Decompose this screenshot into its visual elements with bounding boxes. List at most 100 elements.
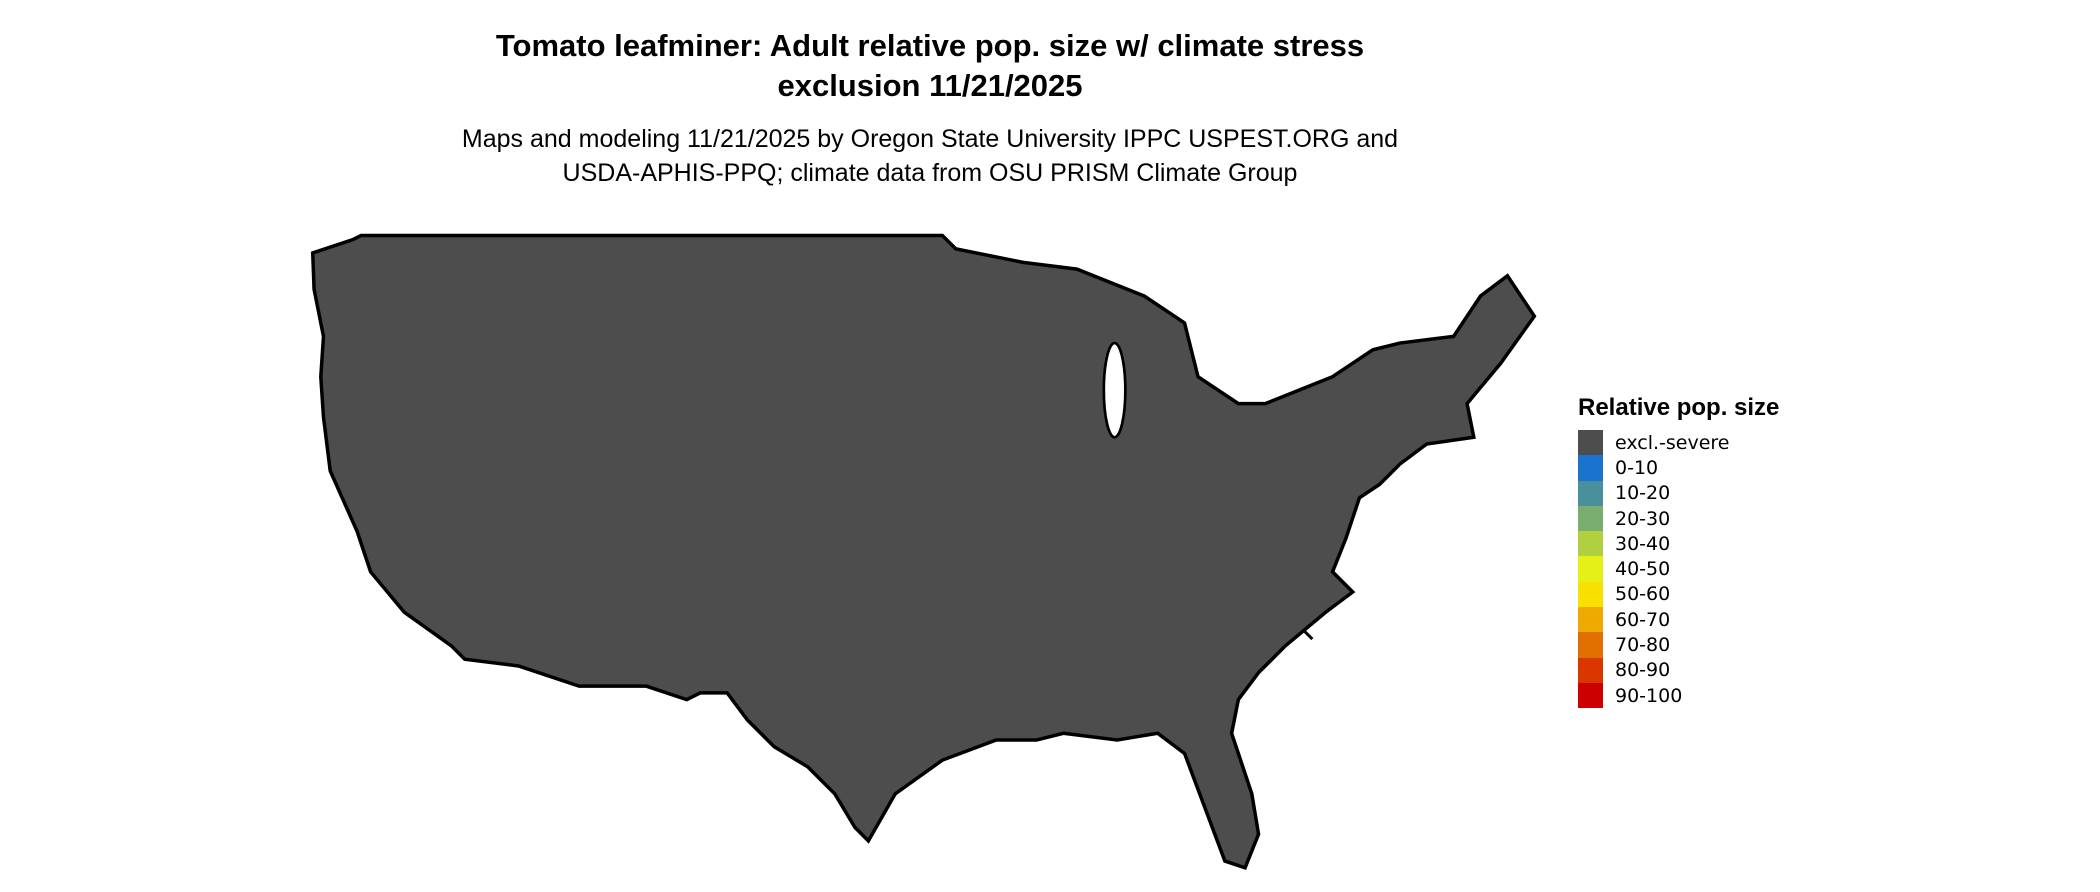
hotspot-speckle (1186, 810, 1192, 817)
hotspot-speckle (337, 657, 343, 663)
hotspot-speckle (341, 592, 348, 598)
hotspot-speckle (337, 576, 342, 582)
hotspot-speckle (357, 570, 363, 574)
hotspot-speckle (342, 600, 351, 605)
legend-label: 60-70 (1615, 608, 1671, 631)
legend-item: excl.-severe (1578, 430, 1779, 456)
hotspot-speckle (1188, 823, 1197, 827)
hotspot-speckle (403, 641, 414, 646)
legend-swatch (1578, 682, 1603, 709)
hotspot-speckle (369, 634, 377, 639)
hotspot-speckle (1343, 575, 1348, 581)
legend-swatch (1578, 632, 1603, 658)
hotspot-speckle (412, 631, 424, 635)
hotspot-speckle (361, 560, 366, 566)
hotspot-speckle (1188, 788, 1193, 794)
hotspot-speckle (350, 531, 356, 535)
hotspot-speckle (1191, 817, 1195, 820)
legend-label: excl.-severe (1615, 431, 1730, 454)
hotspot-speckle (371, 589, 380, 593)
legend-swatch (1578, 556, 1603, 582)
hotspot-speckle (1336, 617, 1342, 622)
hotspot-speckle (405, 620, 411, 627)
hotspot-speckle (1189, 797, 1198, 802)
hotspot-speckle (1291, 654, 1298, 661)
legend-item: 20-30 (1578, 505, 1779, 532)
hotspot-speckle (355, 585, 363, 589)
legend-item: 30-40 (1578, 531, 1779, 557)
legend-label: 70-80 (1615, 634, 1671, 657)
hotspot-speckle (1189, 832, 1196, 839)
hotspot-speckle (1308, 676, 1317, 682)
hotspot-speckle (371, 630, 381, 636)
hotspot-speckle (339, 545, 347, 548)
hotspot-speckle (394, 649, 402, 654)
hotspot-speckle (1254, 680, 1266, 684)
hotspot-speckle (1301, 690, 1305, 695)
hotspot-speckle (1329, 620, 1339, 627)
legend-label: 90-100 (1615, 684, 1683, 707)
hotspot-speckle (392, 637, 397, 641)
hotspot-speckle (336, 642, 342, 646)
hotspot-speckle (1196, 819, 1207, 823)
legend: Relative pop. size excl.-severe 0-10 10-20… (1578, 394, 1780, 709)
legend-label: 20-30 (1615, 507, 1671, 530)
hotspot-speckle (1187, 808, 1197, 813)
legend-swatch (1578, 480, 1603, 506)
legend-label: 0-10 (1615, 456, 1659, 479)
hotspot-speckle (1200, 810, 1204, 816)
hotspot-speckle (375, 657, 380, 662)
hotspot-speckle (1329, 713, 1339, 718)
hotspot-speckle (1293, 686, 1303, 689)
legend-swatch (1578, 505, 1603, 532)
legend-label: 50-60 (1615, 583, 1671, 606)
hotspot-speckle (388, 642, 392, 649)
legend-item: 10-20 (1578, 480, 1779, 506)
legend-item: 70-80 (1578, 632, 1779, 658)
map-subtitle-line1: Maps and modeling 11/21/2025 by Oregon S… (461, 125, 1399, 153)
legend-swatch (1578, 657, 1603, 683)
map-title-line2: exclusion 11/21/2025 (777, 68, 1083, 103)
legend-item: 0-10 (1578, 455, 1779, 481)
hotspot-speckle (353, 589, 358, 594)
hotspot-speckle (1281, 665, 1292, 672)
hotspot-speckle (1268, 724, 1277, 730)
hotspot-speckle (406, 619, 412, 623)
hotspot-speckle (1189, 798, 1201, 803)
legend-item: 40-50 (1578, 556, 1779, 582)
legend-swatch (1578, 430, 1603, 456)
hotspot-speckle (1185, 836, 1194, 840)
legend-item: 50-60 (1578, 581, 1779, 608)
hotspot-speckle (1310, 706, 1320, 711)
lake-michigan (1102, 341, 1127, 439)
hotspot-speckle (1343, 549, 1348, 554)
hotspot-speckle (1281, 681, 1290, 685)
legend-title: Relative pop. size (1578, 394, 1780, 421)
legend-label: 80-90 (1615, 659, 1671, 682)
hotspot-speckle (352, 570, 357, 577)
hotspot-speckle (1196, 828, 1204, 832)
legend-item: 90-100 (1578, 682, 1779, 709)
hotspot-speckle (381, 610, 393, 615)
hotspot-speckle (356, 600, 367, 605)
hotspot-speckle (1345, 725, 1351, 730)
legend-item: 60-70 (1578, 607, 1779, 633)
hotspot-speckle (413, 649, 417, 652)
hotspot-speckle (338, 608, 347, 613)
hotspot-speckle (1189, 846, 1199, 852)
legend-swatch (1578, 607, 1603, 633)
legend-item: 80-90 (1578, 657, 1779, 683)
hotspot-speckle (401, 632, 405, 639)
hotspot-speckle (1323, 687, 1332, 693)
hotspot-speckle (377, 606, 384, 613)
hotspot-speckle (406, 657, 417, 663)
legend-label: 10-20 (1615, 482, 1671, 505)
hotspot-speckle (1312, 690, 1321, 696)
hotspot-speckle (1184, 780, 1191, 784)
hotspot-speckle (373, 629, 382, 635)
hotspot-speckle (396, 649, 406, 653)
hotspot-speckle (364, 590, 374, 594)
hotspot-speckle (1204, 846, 1213, 851)
hotspot-speckle (1328, 650, 1338, 656)
